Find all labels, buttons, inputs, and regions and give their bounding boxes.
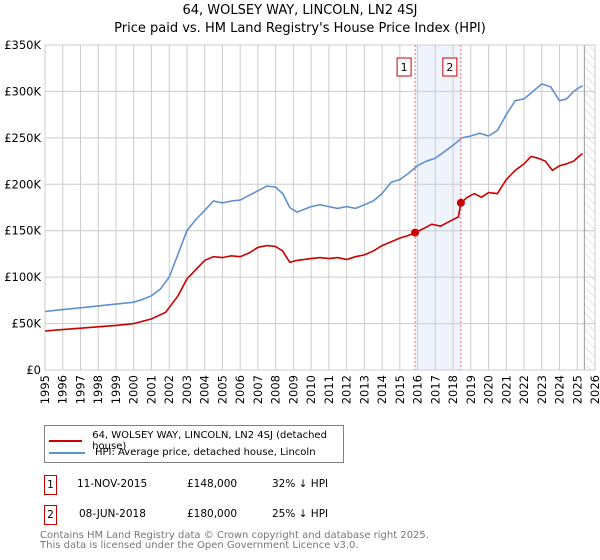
y-tick-label: £50K — [12, 317, 42, 331]
transaction-marker: 2 — [44, 505, 57, 525]
y-tick-label: £250K — [4, 131, 41, 145]
x-tick-label: 2000 — [127, 375, 141, 404]
sale-period-shading — [415, 45, 461, 370]
x-tick-label: 2009 — [286, 375, 300, 404]
transaction-hpi: 32% ↓ HPI — [272, 478, 329, 490]
x-tick-label: 1999 — [109, 375, 123, 404]
line-chart: 1 2 £0 £50K £100K £150K £200K £250K £300K £350K 19… — [4, 38, 600, 404]
x-tick-label: 2016 — [411, 375, 425, 404]
transaction-date: 11-NOV-2015 — [77, 478, 148, 490]
title-line-2: Price paid vs. HM Land Registry's House … — [114, 21, 486, 36]
future-hatch-region — [584, 45, 595, 370]
x-tick-label: 1995 — [38, 375, 52, 404]
legend-swatch-red — [49, 440, 83, 442]
transaction-row: 1 11-NOV-2015 £148,000 32% ↓ HPI — [44, 475, 600, 495]
legend-item-property: 64, WOLSEY WAY, LINCOLN, LN2 4SJ (detach… — [49, 430, 343, 452]
x-tick-label: 2002 — [162, 375, 176, 404]
legend-label: HPI: Average price, detached house, Linc… — [95, 447, 316, 458]
x-tick-label: 2017 — [428, 375, 442, 404]
x-tick-label: 2022 — [517, 375, 531, 404]
sale-marker-label: 2 — [446, 61, 453, 74]
footer-line-2: This data is licensed under the Open Gov… — [40, 540, 359, 551]
transaction-price: £180,000 — [187, 508, 238, 520]
legend-swatch-blue — [49, 451, 85, 454]
footer: Contains HM Land Registry data © Crown c… — [40, 531, 429, 551]
legend: 64, WOLSEY WAY, LINCOLN, LN2 4SJ (detach… — [44, 425, 344, 463]
x-tick-label: 2010 — [304, 375, 318, 404]
sale-marker-box — [442, 57, 458, 77]
x-tick-label: 2003 — [180, 375, 194, 404]
x-tick-label: 2021 — [499, 375, 513, 404]
x-tick-label: 2006 — [233, 375, 247, 404]
x-tick-label: 2023 — [535, 375, 549, 404]
y-tick-label: £0 — [26, 363, 41, 377]
x-tick-label: 2025 — [570, 375, 584, 404]
x-tick-label: 2007 — [251, 375, 265, 404]
legend-item-hpi: HPI: Average price, detached house, Linc… — [49, 447, 316, 458]
footer-line-1: Contains HM Land Registry data © Crown c… — [40, 530, 429, 541]
x-tick-label: 2014 — [375, 375, 389, 404]
series-line — [44, 152, 584, 332]
legend-label: 64, WOLSEY WAY, LINCOLN, LN2 4SJ (detach… — [92, 430, 327, 452]
x-tick-label: 2020 — [482, 375, 496, 404]
transaction-row: 2 08-JUN-2018 £180,000 25% ↓ HPI — [44, 505, 600, 525]
transaction-marker: 1 — [44, 475, 57, 495]
x-tick-label: 2015 — [393, 375, 407, 404]
sale-marker-label: 1 — [401, 61, 408, 74]
x-tick-label: 2004 — [198, 375, 212, 404]
x-tick-label: 2001 — [144, 375, 158, 404]
x-tick-label: 2011 — [322, 375, 336, 404]
title-line-1: 64, WOLSEY WAY, LINCOLN, LN2 4SJ — [182, 3, 418, 18]
sale-point — [411, 228, 420, 237]
x-tick-label: 2019 — [464, 375, 478, 404]
plot-frame — [44, 44, 596, 371]
x-tick-label: 2018 — [446, 375, 460, 404]
x-tick-label: 2024 — [553, 375, 567, 404]
x-tick-label: 2026 — [588, 375, 600, 404]
chart-title: 64, WOLSEY WAY, LINCOLN, LN2 4SJ Price p… — [0, 2, 600, 38]
y-tick-label: £350K — [4, 38, 41, 52]
y-tick-label: £100K — [4, 270, 41, 284]
series-line — [44, 83, 583, 313]
x-tick-label: 1997 — [73, 375, 87, 404]
y-tick-label: £200K — [4, 177, 41, 191]
x-tick-label: 2008 — [269, 375, 283, 404]
x-tick-label: 2012 — [340, 375, 354, 404]
x-tick-label: 2005 — [215, 375, 229, 404]
sale-point — [456, 198, 465, 207]
x-tick-label: 1998 — [91, 375, 105, 404]
y-tick-label: £300K — [4, 84, 41, 98]
y-tick-label: £150K — [4, 224, 41, 238]
sale-marker-box — [396, 57, 412, 77]
transaction-hpi: 25% ↓ HPI — [272, 508, 329, 520]
x-tick-label: 1996 — [56, 375, 70, 404]
transaction-date: 08-JUN-2018 — [79, 508, 146, 520]
transaction-price: £148,000 — [187, 478, 238, 490]
x-tick-label: 2013 — [357, 375, 371, 404]
